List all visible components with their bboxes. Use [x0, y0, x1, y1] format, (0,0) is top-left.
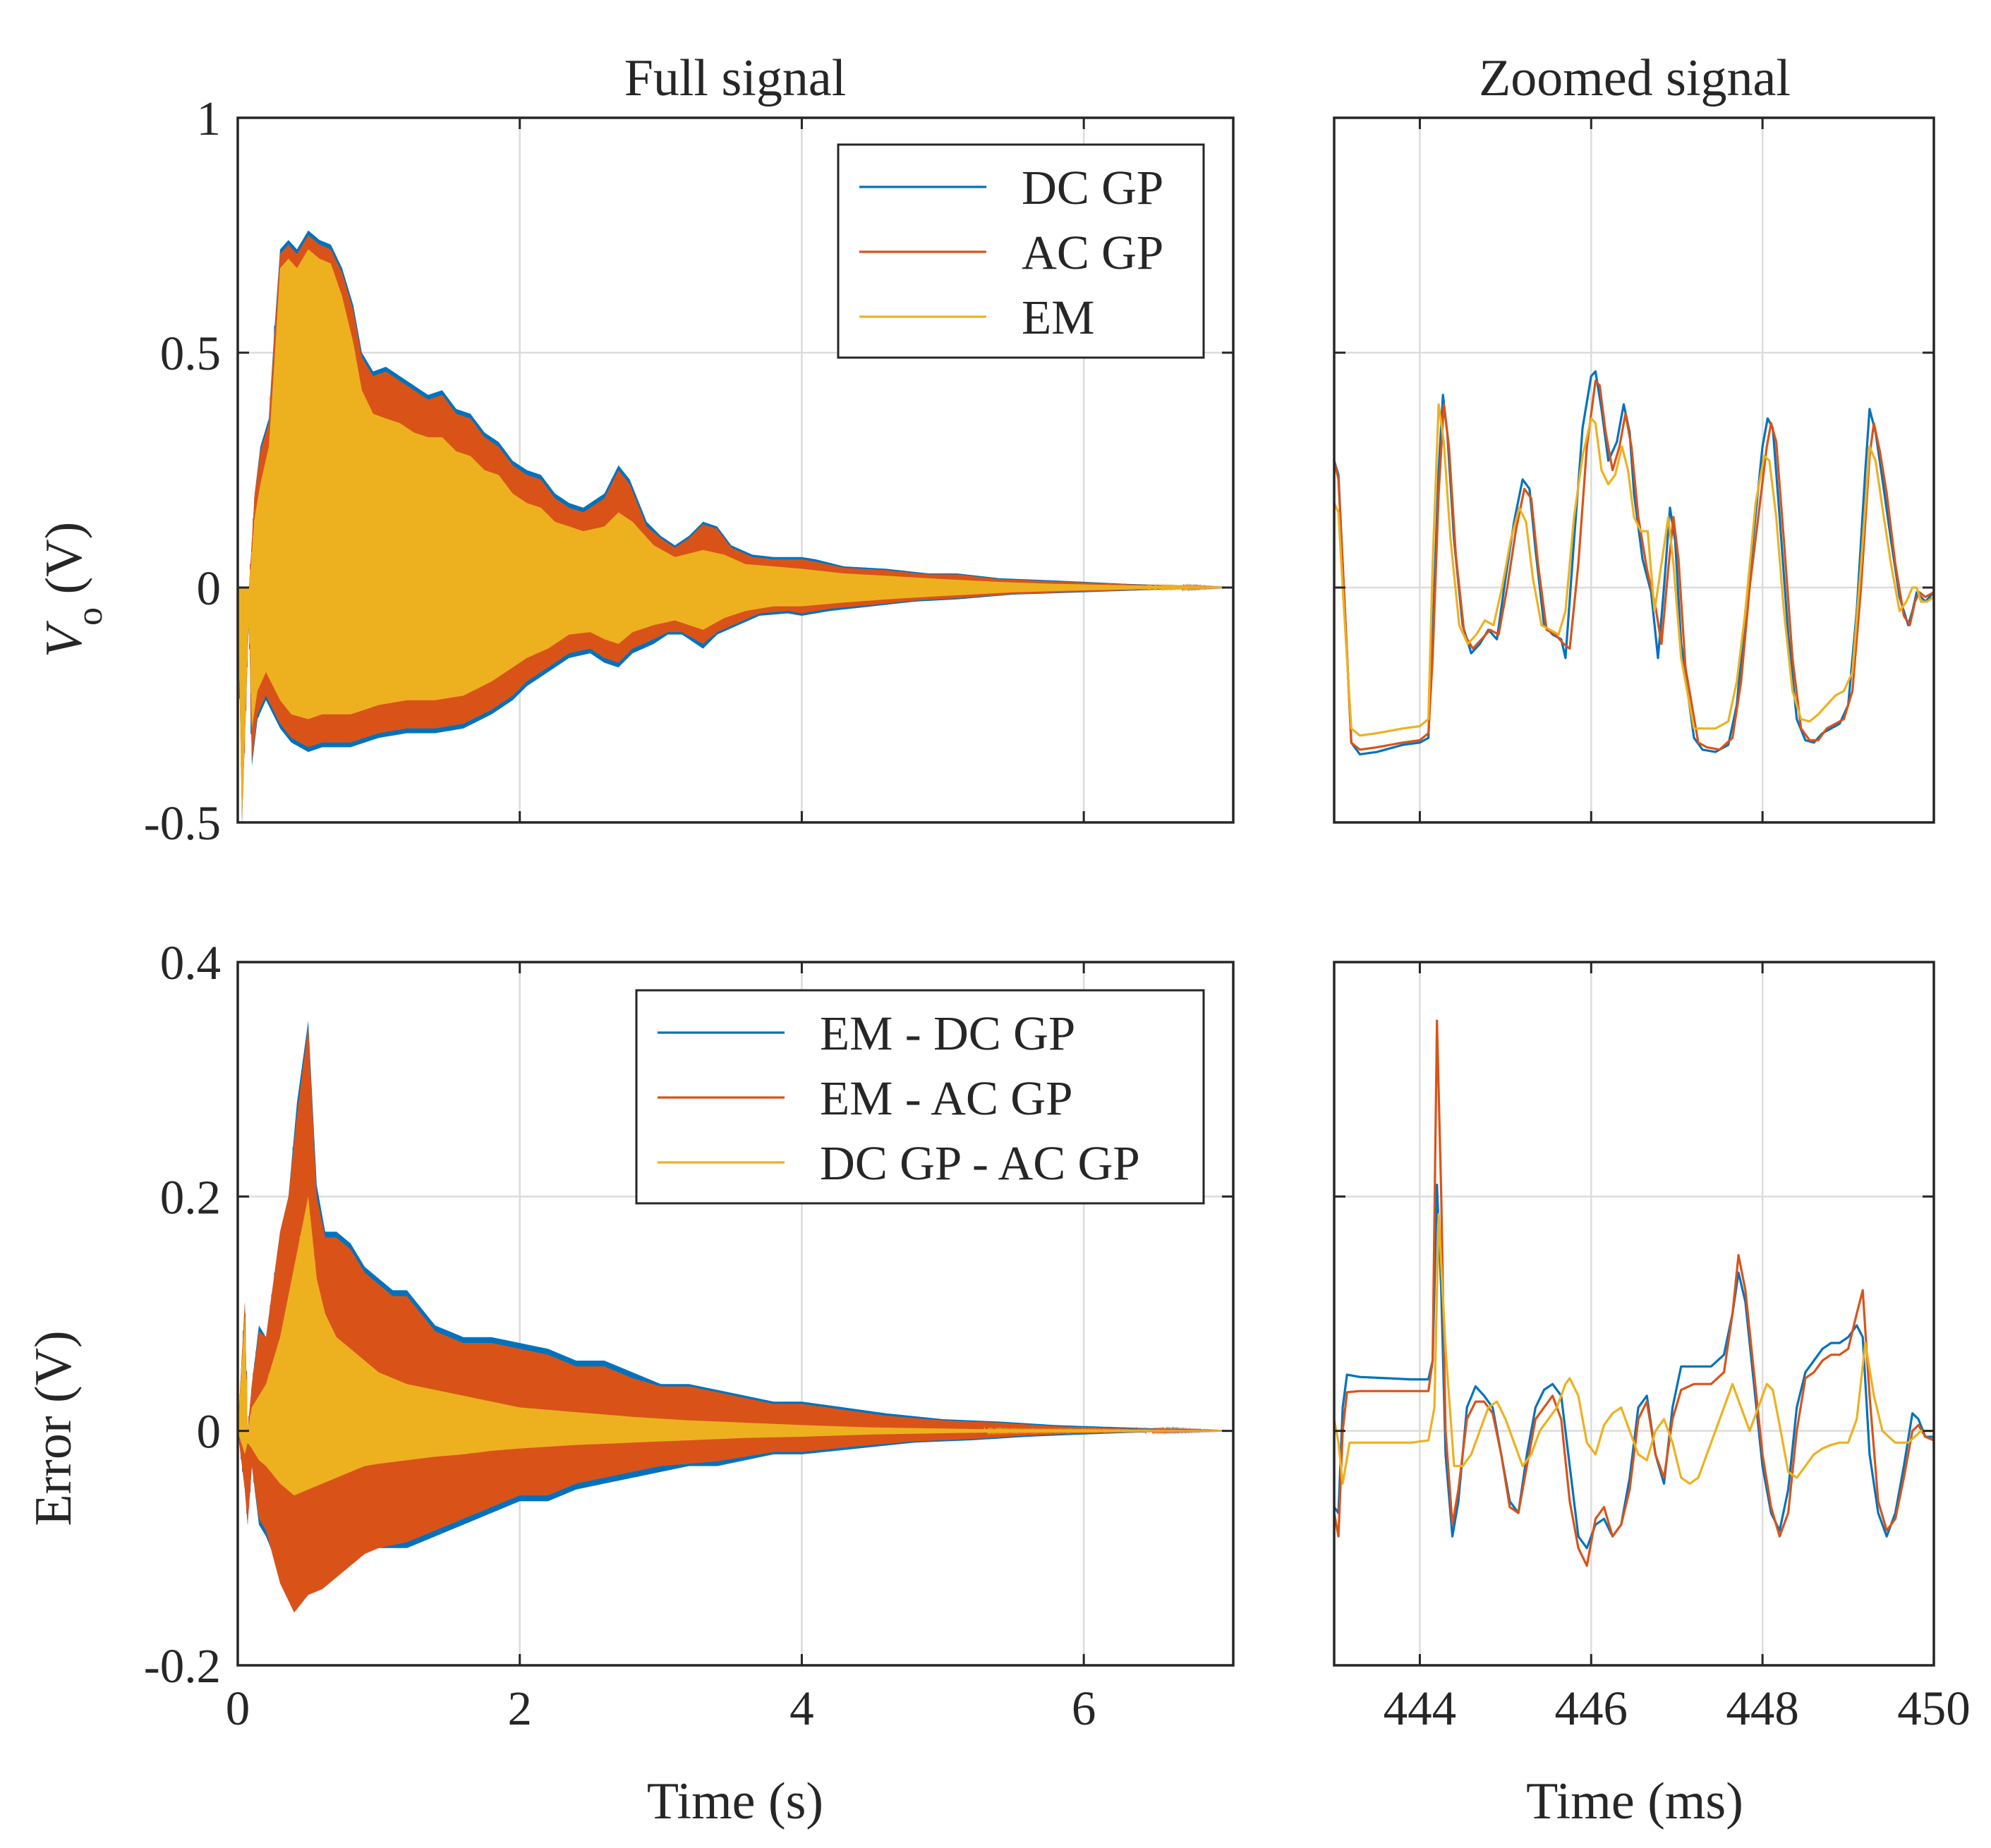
- series-em: [238, 249, 1233, 818]
- y-tick-label: -0.5: [144, 796, 221, 850]
- legend-item-dc-gp-ac-gp: DC GP - AC GP: [658, 1136, 1140, 1190]
- y-tick-label: -0.2: [144, 1639, 221, 1693]
- axes-frame: [1333, 116, 1935, 824]
- oscillation-trace: [238, 255, 1233, 792]
- xlabel-bottom-full: Time (s): [647, 1773, 823, 1830]
- axes-frame: [1333, 961, 1935, 1667]
- axes-top-full: -0.5 0 0.5 1: [144, 92, 1235, 850]
- series-dc-gp-ac-gp: [238, 1196, 1233, 1496]
- series-group: [238, 1021, 1233, 1613]
- xlabel-bottom-zoom: Time (ms): [1526, 1773, 1743, 1830]
- ylabel-top: Vo (V): [35, 522, 110, 657]
- series-line-dc-gp-ac-gp: [1334, 1212, 1934, 1485]
- legend-label: EM: [1022, 291, 1095, 344]
- title-zoomed-signal: Zoomed signal: [1479, 49, 1791, 107]
- x-tick-label: 446: [1555, 1682, 1628, 1735]
- title-full-signal: Full signal: [624, 49, 847, 107]
- legend-label: DC GP: [1022, 161, 1163, 214]
- series-line-ac-gp: [1334, 379, 1934, 751]
- axes-top-zoom: [1333, 116, 1935, 824]
- y-tick-label: 1: [197, 92, 222, 145]
- x-tick-label: 448: [1726, 1682, 1799, 1735]
- axes-bottom-full: 0 2 4 6-0.200.20.4: [144, 936, 1235, 1735]
- series-line-em: [1334, 403, 1934, 737]
- legend-item-em-dc-gp: EM - DC GP: [658, 1007, 1075, 1060]
- axes-bottom-zoom: 444 446 448 450: [1333, 961, 1971, 1735]
- x-tick-label: 4: [789, 1682, 814, 1735]
- axes-frame: [236, 116, 1235, 824]
- legend-label: EM - AC GP: [820, 1071, 1072, 1125]
- y-tick-label: 0.4: [160, 936, 221, 990]
- series-line-em-ac-gp: [1334, 1019, 1934, 1567]
- legend-top: DC GP AC GP EM: [837, 143, 1205, 359]
- legend-item-em-ac-gp: EM - AC GP: [658, 1071, 1072, 1125]
- ylabel-bottom: Error (V): [25, 1330, 83, 1526]
- oscillation-trace: [238, 1217, 1233, 1494]
- axes-frame: [236, 961, 1235, 1667]
- legend-item-em: EM: [859, 291, 1095, 344]
- series-line-em-dc-gp: [1334, 1184, 1934, 1550]
- legend-bottom: EM - DC GP EM - AC GP DC GP - AC GP: [635, 989, 1205, 1205]
- series-group: [238, 230, 1233, 822]
- y-tick-label: 0.2: [160, 1170, 221, 1224]
- envelope-fill: [238, 249, 1233, 818]
- x-tick-label: 444: [1384, 1682, 1457, 1735]
- series-group: [1334, 370, 1934, 755]
- y-tick-label: 0.5: [160, 327, 221, 380]
- y-tick-label: 0: [197, 1405, 222, 1459]
- legend-item-ac-gp: AC GP: [859, 226, 1163, 279]
- legend-label: EM - DC GP: [820, 1007, 1075, 1060]
- legend-item-dc-gp: DC GP: [859, 161, 1163, 214]
- legend-label: AC GP: [1022, 226, 1163, 279]
- x-tick-label: 0: [226, 1682, 250, 1735]
- y-tick-label: 0: [197, 561, 222, 615]
- legend-label: DC GP - AC GP: [820, 1136, 1140, 1190]
- x-tick-label: 2: [507, 1682, 532, 1735]
- x-tick-label: 450: [1897, 1682, 1971, 1735]
- series-group: [1334, 1019, 1934, 1567]
- x-tick-label: 6: [1072, 1682, 1096, 1735]
